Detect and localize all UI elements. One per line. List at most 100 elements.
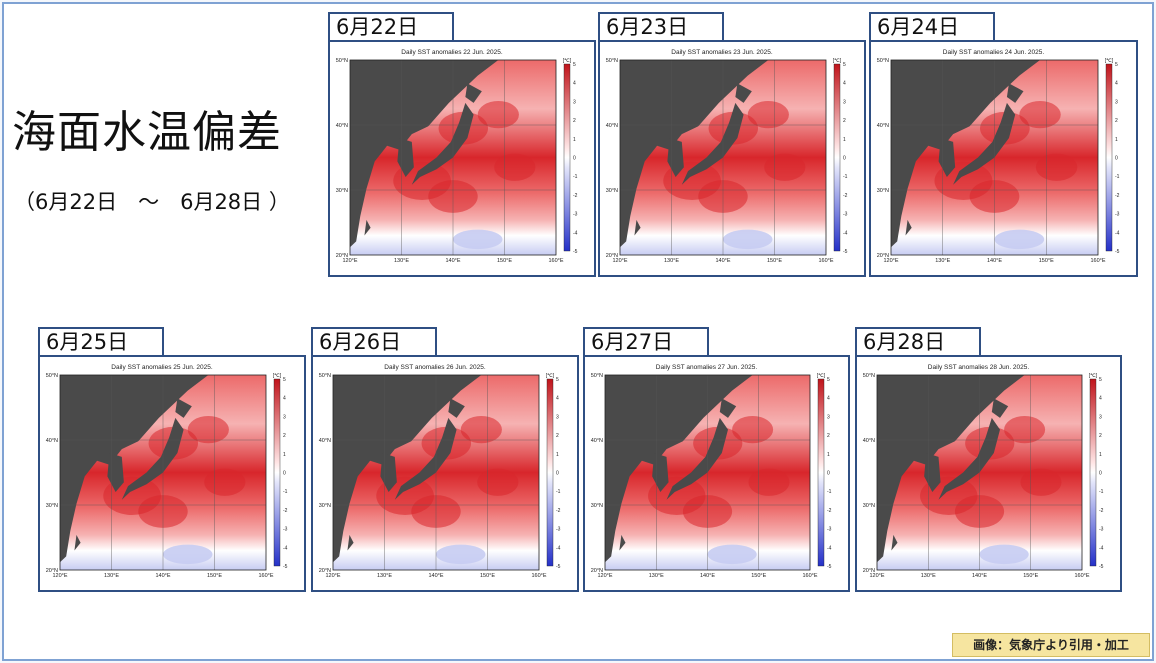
hokkaido-land [465, 83, 482, 103]
date-range: （6月22日 ～ 6月28日 ） [14, 190, 290, 214]
latitude-label: 30°N [877, 188, 889, 194]
colorbar-tick-label: -2 [573, 193, 578, 199]
sst-anomaly-map: Daily SST anomalies 22 Jun. 2025. 50°N 40°… [336, 49, 578, 264]
colorbar-tick-label: -2 [283, 508, 288, 514]
latitude-label: 20°N [319, 568, 331, 574]
colorbar-tick-label: 2 [1099, 433, 1102, 439]
warm-anomaly-area [494, 153, 536, 181]
continent-land [620, 60, 769, 248]
latitude-label: 30°N [46, 503, 58, 509]
longitude-label: 140°E [987, 258, 1002, 264]
hokkaido-land [991, 398, 1009, 418]
colorbar-tick-label: 2 [843, 118, 846, 124]
colorbar-tick-label: 0 [573, 156, 576, 162]
colorbar-tick-label: -1 [573, 174, 578, 180]
hokkaido-land [735, 83, 752, 103]
colorbar-tick-label: 0 [1099, 471, 1102, 477]
warm-anomaly-area [748, 468, 790, 496]
latitude-label: 40°N [863, 438, 875, 444]
colorbar-unit: [℃] [546, 373, 555, 379]
japan-land [121, 417, 184, 500]
colorbar-tick-label: -5 [1099, 564, 1104, 570]
longitude-label: 150°E [751, 573, 766, 579]
colorbar-tick-label: -2 [556, 508, 561, 514]
sst-map-card: Daily SST anomalies 28 Jun. 2025. 50°N 40°… [855, 355, 1122, 592]
cool-anomaly-area [707, 544, 757, 565]
longitude-label: 120°E [52, 573, 67, 579]
colorbar-tick-label: 4 [283, 396, 286, 402]
sst-anomaly-map: Daily SST anomalies 28 Jun. 2025. 50°N 40°… [863, 364, 1104, 579]
latitude-label: 50°N [319, 373, 331, 379]
plot-border [619, 59, 827, 256]
plot-border [876, 374, 1083, 571]
colorbar-tick-label: 4 [573, 81, 576, 87]
sst-anomaly-map: Daily SST anomalies 23 Jun. 2025. 50°N 40°… [606, 49, 848, 264]
colorbar-tick-label: 4 [1115, 81, 1118, 87]
colorbar-tick-label: -3 [843, 212, 848, 218]
colorbar-tick-label: 2 [1115, 118, 1118, 124]
japan-land [938, 417, 1000, 500]
map-date-tab: 6月27日 [583, 327, 709, 357]
sst-anomaly-map: Daily SST anomalies 25 Jun. 2025. 50°N 40°… [46, 364, 288, 579]
longitude-label: 160°E [258, 573, 273, 579]
japan-land [953, 102, 1016, 185]
map-caption: Daily SST anomalies 24 Jun. 2025. [943, 49, 1045, 56]
longitude-label: 150°E [1039, 258, 1054, 264]
colorbar-tick-label: -2 [1099, 508, 1104, 514]
warm-anomaly-area [1004, 415, 1046, 444]
colorbar [1105, 63, 1113, 252]
longitude-label: 150°E [767, 258, 782, 264]
colorbar-tick-label: -1 [843, 174, 848, 180]
longitude-label: 140°E [428, 573, 443, 579]
longitude-label: 140°E [445, 258, 460, 264]
cool-anomaly-area [994, 229, 1045, 250]
map-date-tab: 6月23日 [598, 12, 724, 42]
map-date-tab: 6月24日 [869, 12, 995, 42]
colorbar-tick-label: -2 [843, 193, 848, 199]
latitude-label: 30°N [606, 188, 618, 194]
map-date-tab: 6月25日 [38, 327, 164, 357]
sst-map-card: Daily SST anomalies 24 Jun. 2025. 50°N 40°… [869, 40, 1138, 277]
longitude-label: 130°E [935, 258, 950, 264]
warm-anomaly-area [477, 468, 519, 496]
longitude-label: 130°E [394, 258, 409, 264]
colorbar-tick-label: 1 [843, 137, 846, 143]
cool-anomaly-area [723, 229, 773, 250]
colorbar-tick-label: -4 [827, 545, 832, 551]
longitude-label: 150°E [207, 573, 222, 579]
colorbar-tick-label: 4 [1099, 396, 1102, 402]
longitude-label: 130°E [664, 258, 679, 264]
colorbar-tick-label: 2 [556, 433, 559, 439]
map-caption: Daily SST anomalies 26 Jun. 2025. [384, 364, 486, 371]
colorbar-tick-label: -1 [1115, 174, 1120, 180]
colorbar-tick-label: 5 [573, 62, 576, 68]
colorbar-tick-label: -3 [283, 527, 288, 533]
sst-anomaly-map: Daily SST anomalies 24 Jun. 2025. 50°N 40°… [877, 49, 1120, 264]
sst-map-card: Daily SST anomalies 25 Jun. 2025. 50°N 40°… [38, 355, 306, 592]
longitude-label: 140°E [155, 573, 170, 579]
longitude-label: 160°E [548, 258, 563, 264]
colorbar-tick-label: 2 [283, 433, 286, 439]
longitude-label: 160°E [1090, 258, 1105, 264]
latitude-label: 50°N [336, 58, 348, 64]
latitude-label: 40°N [319, 438, 331, 444]
colorbar-tick-label: -5 [843, 249, 848, 255]
longitude-label: 160°E [802, 573, 817, 579]
colorbar-tick-label: 0 [843, 156, 846, 162]
colorbar-tick-label: -3 [827, 527, 832, 533]
warm-anomaly-area [460, 415, 502, 444]
colorbar-tick-label: 2 [827, 433, 830, 439]
map-caption: Daily SST anomalies 22 Jun. 2025. [401, 49, 503, 56]
hokkaido-land [448, 398, 465, 418]
cool-anomaly-area [163, 544, 213, 565]
plot-border [890, 59, 1099, 256]
continent-land [605, 375, 753, 563]
hokkaido-land [719, 398, 737, 418]
longitude-label: 120°E [597, 573, 612, 579]
warm-anomaly-area [764, 153, 806, 181]
longitude-label: 130°E [377, 573, 392, 579]
colorbar-tick-label: 1 [827, 452, 830, 458]
latitude-label: 20°N [46, 568, 58, 574]
hokkaido-land [175, 398, 192, 418]
latitude-label: 40°N [46, 438, 58, 444]
